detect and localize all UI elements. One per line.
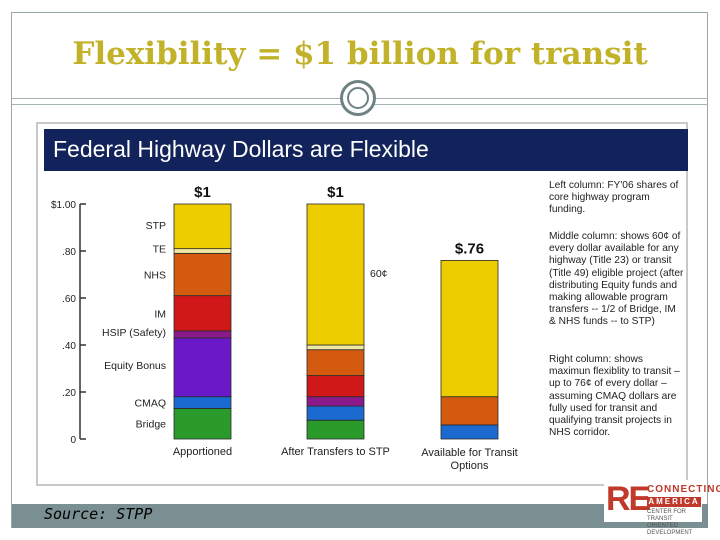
segment-label-2: NHS: [144, 270, 166, 282]
category-label-0: Apportioned: [173, 446, 232, 458]
divider-ring-ornament: [340, 80, 376, 116]
category-label-line-0: Available for Transit: [421, 447, 517, 459]
y-tick-label-2: .40: [62, 341, 76, 352]
bar-segment-te-1: [306, 344, 365, 351]
segment-label-0: STP: [146, 220, 166, 232]
bar-segment-hsip-safety--0: [173, 330, 232, 339]
bar-segment-nhs-2: [440, 396, 499, 426]
bar-segment-cmaq-2: [440, 424, 499, 440]
logo-subtitle: CENTER FOR TRANSIT ORIENTED DEVELOPMENT: [647, 509, 693, 536]
logo-re: RE: [606, 480, 651, 518]
category-label-line-1: Options: [451, 460, 489, 472]
chart-header: Federal Highway Dollars are Flexible: [44, 129, 688, 171]
slide-title: Flexibility = $1 billion for transit: [72, 36, 648, 72]
reconnecting-america-logo: RE CONNECTING AMERICA CENTER FOR TRANSIT…: [604, 480, 720, 536]
y-tick-label-5: $1.00: [51, 200, 76, 211]
bar-segment-cmaq-1: [306, 405, 365, 421]
bar-segment-cmaq-0: [173, 396, 232, 409]
y-tick-label-4: .80: [62, 247, 76, 258]
chart-title: Federal Highway Dollars are Flexible: [53, 136, 429, 162]
category-label-2: Available for Transit Options: [421, 447, 517, 472]
note-left-column: Left column: FY'06 shares of core highwa…: [549, 180, 679, 216]
bar-segment-bridge-0: [173, 408, 232, 440]
bar-segment-stp-1: [306, 203, 365, 346]
bar-segment-nhs-1: [306, 349, 365, 376]
bar-segment-im-0: [173, 295, 232, 332]
bar-segment-hsip-safety--1: [306, 396, 365, 407]
logo-connecting: CONNECTING: [647, 484, 720, 495]
segment-label-3: IM: [154, 308, 166, 320]
bar-segment-equity-bonus-0: [173, 337, 232, 398]
source-caption: Source: STPP: [44, 505, 153, 523]
segment-label-4: HSIP (Safety): [102, 327, 166, 339]
category-label-1: After Transfers to STP: [281, 446, 390, 458]
note-middle-column: Middle column: shows 60¢ of every dollar…: [549, 231, 684, 328]
segment-label-5: Equity Bonus: [104, 360, 166, 372]
y-tick-label-3: .60: [62, 294, 76, 305]
y-tick-label-1: .20: [62, 388, 76, 399]
segment-label-6: CMAQ: [135, 398, 167, 410]
bar-total-label-1: $1: [327, 184, 344, 201]
annotation-60-cents: 60¢: [370, 268, 388, 280]
bar-total-label-2: $.76: [455, 240, 484, 257]
bar-segment-im-1: [306, 375, 365, 398]
bar-segment-bridge-1: [306, 419, 365, 440]
note-right-column: Right column: shows maximun flexiblity t…: [549, 354, 680, 439]
segment-label-1: TE: [153, 244, 166, 256]
bar-segment-stp-0: [173, 203, 232, 250]
segment-label-7: Bridge: [136, 419, 167, 431]
bar-segment-nhs-0: [173, 252, 232, 297]
y-tick-label-0: 0: [70, 435, 76, 446]
bar-segment-te-0: [173, 248, 232, 254]
bar-segment-stp-2: [440, 259, 499, 398]
bar-total-label-0: $1: [194, 184, 211, 201]
logo-america: AMERICA: [647, 497, 701, 507]
slide-footer-band: [12, 504, 708, 528]
